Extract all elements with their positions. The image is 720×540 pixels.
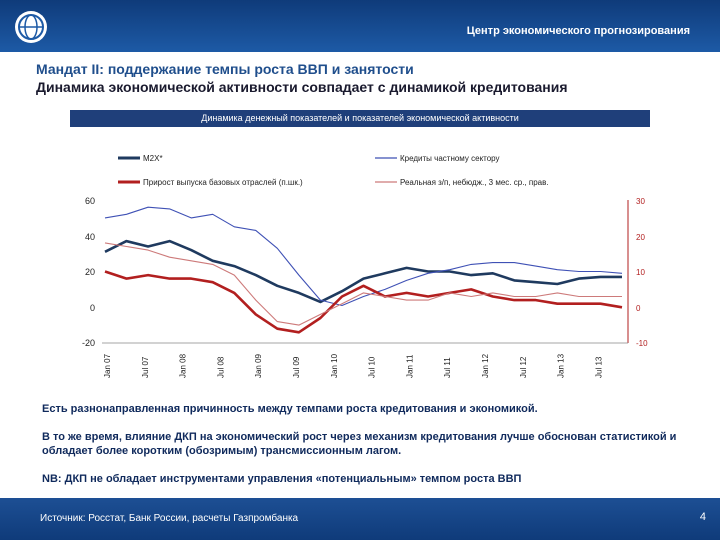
- org-name: Центр экономического прогнозирования: [466, 25, 690, 37]
- series-line-0: [104, 239, 622, 304]
- source-note: Источник: Росстат, Банк России, расчеты …: [40, 513, 299, 524]
- right-tick-neg10: -10: [636, 339, 648, 348]
- series-line-3: [104, 242, 622, 326]
- title-line-1: Мандат II: поддержание темпы роста ВВП и…: [36, 61, 414, 77]
- title-line-2: Динамика экономической активности совпад…: [36, 79, 568, 95]
- right-tick-30: 30: [636, 197, 645, 206]
- legend-label-credit: Кредиты частному сектору: [400, 154, 500, 163]
- right-tick-20: 20: [636, 233, 645, 242]
- x-tick-label: Jan 11: [405, 354, 414, 378]
- x-tick-label: Jul 13: [594, 356, 603, 378]
- paragraph-1: Есть разнонаправленная причинность между…: [42, 403, 538, 415]
- x-tick-label: Jul 11: [443, 357, 452, 378]
- chart-title: Динамика денежный показателей и показате…: [70, 110, 650, 127]
- series-line-1: [104, 206, 623, 307]
- plot-area: [104, 206, 623, 334]
- x-tick-label: Jan 08: [179, 353, 188, 378]
- x-tick-label: Jan 10: [330, 353, 339, 378]
- right-tick-0: 0: [636, 304, 641, 313]
- left-tick-0: 0: [90, 303, 95, 313]
- series-line-2: [104, 270, 623, 334]
- globe-logo-icon: [15, 11, 47, 43]
- left-tick-60: 60: [85, 196, 95, 206]
- x-tick-label: Jul 07: [141, 356, 150, 378]
- x-tick-label: Jan 09: [254, 353, 263, 378]
- legend-label-output: Прирост выпуска базовых отраслей (п.шк.): [143, 178, 303, 187]
- line-chart: M2X* Кредиты частному сектору Прирост вы…: [82, 154, 648, 378]
- paragraph-2: В то же время, влияние ДКП на экономичес…: [42, 431, 677, 457]
- paragraph-3: NB: ДКП не обладает инструментами управл…: [42, 473, 522, 485]
- x-tick-label: Jan 07: [103, 353, 112, 378]
- x-tick-label: Jul 10: [368, 356, 377, 378]
- left-tick-neg20: -20: [82, 338, 95, 348]
- page-title: Мандат II: поддержание темпы роста ВВП и…: [36, 60, 568, 96]
- header-bar: Центр экономического прогнозирования: [0, 0, 720, 52]
- x-tick-label: Jul 08: [216, 356, 225, 378]
- x-tick-label: Jan 12: [481, 353, 490, 378]
- left-tick-20: 20: [85, 267, 95, 277]
- page-number: 4: [699, 511, 706, 523]
- left-tick-40: 40: [85, 232, 95, 242]
- legend-label-wage: Реальная з/п, небюдж., 3 мес. ср., прав.: [400, 178, 549, 187]
- x-tick-label: Jul 09: [292, 356, 301, 378]
- x-tick-label: Jan 13: [557, 353, 566, 378]
- x-axis-labels: Jan 07 Jul 07 Jan 08 Jul 08 Jan 09 Jul 09 Jan …: [103, 353, 603, 378]
- right-tick-10: 10: [636, 268, 645, 277]
- x-tick-label: Jul 12: [519, 356, 528, 378]
- legend-label-m2x: M2X*: [143, 154, 163, 163]
- footer-bar: Источник: Росстат, Банк России, расчеты …: [0, 498, 720, 540]
